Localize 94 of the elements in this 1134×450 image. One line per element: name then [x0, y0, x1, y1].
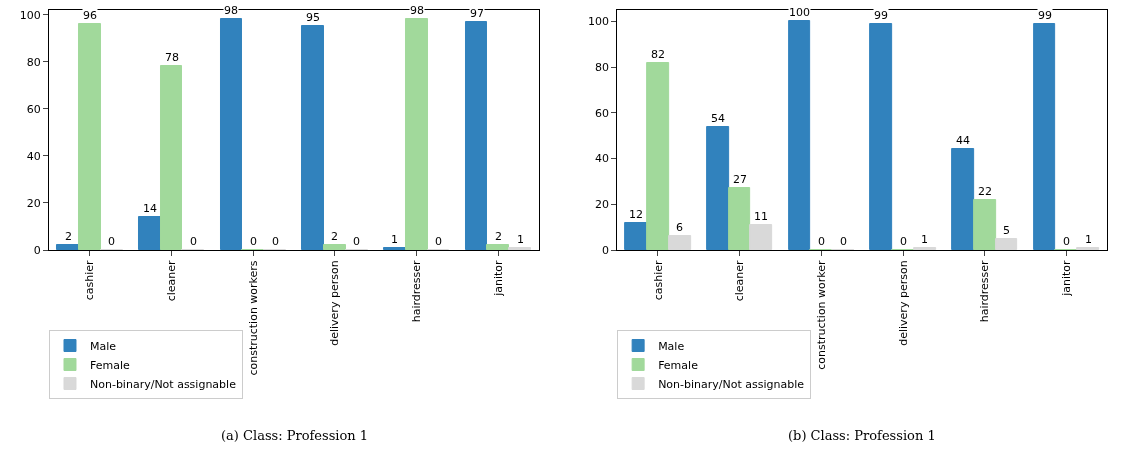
legend-label: Male	[89, 339, 117, 353]
data-label: 98	[224, 4, 238, 17]
data-label: 0	[1063, 235, 1070, 248]
data-label: 1	[391, 233, 398, 246]
bar	[995, 238, 1018, 250]
x-tick-label: delivery person	[896, 260, 910, 346]
data-label: 100	[789, 6, 810, 19]
y-tick-label: 20	[594, 198, 609, 212]
y-tick-label: 100	[587, 15, 609, 29]
bar	[749, 224, 773, 250]
bar	[322, 244, 346, 250]
data-label: 98	[410, 4, 424, 17]
legend-label: Non-binary/Not assignable	[658, 377, 805, 391]
x-tick-label: cleaner	[733, 259, 747, 302]
data-label: 2	[495, 230, 502, 243]
bar	[382, 247, 406, 250]
data-label: 1	[921, 233, 928, 246]
x-tick-label: cashier	[83, 259, 97, 301]
bar	[464, 21, 487, 250]
data-label: 6	[676, 221, 683, 234]
data-label: 2	[65, 230, 72, 243]
y-tick-label: 100	[19, 8, 41, 22]
bar	[728, 187, 751, 250]
bar	[869, 23, 893, 250]
data-label: 99	[1038, 9, 1052, 22]
data-label: 0	[190, 235, 197, 248]
data-label: 14	[143, 202, 157, 215]
legend-label: Female	[658, 358, 699, 372]
data-label: 22	[978, 185, 992, 198]
bar	[55, 244, 79, 250]
x-tick-label: janitor	[1060, 259, 1074, 297]
y-tick-label: 40	[26, 149, 41, 163]
data-label: 0	[250, 235, 257, 248]
bar	[913, 247, 937, 250]
data-label: 0	[435, 235, 442, 248]
legend-label: Female	[89, 358, 130, 372]
bar	[137, 216, 161, 250]
data-label: 1	[517, 233, 524, 246]
data-label: 11	[754, 210, 768, 223]
legend-label: Male	[658, 339, 685, 353]
bar	[77, 23, 101, 250]
y-tick-label: 60	[26, 102, 41, 116]
bar	[219, 18, 242, 250]
y-tick-label: 20	[26, 196, 41, 210]
data-label: 96	[83, 9, 97, 22]
y-tick-label: 0	[601, 243, 609, 257]
bar	[1033, 23, 1056, 250]
data-label: 78	[165, 51, 179, 64]
x-tick-label: cleaner	[165, 259, 179, 302]
data-label: 82	[651, 48, 665, 61]
y-tick-label: 0	[33, 243, 41, 257]
data-label: 2	[331, 230, 338, 243]
bar	[668, 235, 692, 250]
bar	[706, 126, 730, 250]
y-tick-label: 40	[594, 152, 609, 166]
bar	[485, 244, 509, 250]
data-label: 1	[1085, 233, 1092, 246]
bar	[404, 18, 428, 250]
data-label: 95	[306, 11, 320, 24]
data-label: 54	[711, 112, 725, 125]
data-label: 0	[108, 235, 115, 248]
x-tick-label: delivery person	[328, 260, 342, 346]
x-tick-label: janitor	[491, 259, 505, 297]
x-tick-label: construction worker	[814, 259, 828, 370]
data-label: 97	[470, 7, 484, 20]
data-label: 12	[629, 208, 643, 221]
bar	[646, 62, 670, 250]
data-label: 0	[900, 235, 907, 248]
x-tick-label: construction workers	[246, 260, 260, 376]
bar	[951, 148, 975, 250]
data-label: 27	[733, 173, 747, 186]
data-label: 0	[840, 235, 847, 248]
bar	[300, 25, 324, 250]
y-tick-label: 60	[594, 106, 609, 120]
data-label: 0	[272, 235, 279, 248]
bar	[159, 65, 182, 250]
x-tick-label: hairdresser	[410, 259, 424, 323]
legend-label: Non-binary/Not assignable	[89, 377, 237, 391]
y-tick-label: 80	[594, 60, 609, 74]
x-tick-label: hairdresser	[978, 259, 992, 323]
data-label: 99	[874, 9, 888, 22]
bar	[973, 199, 997, 250]
data-label: 44	[956, 134, 970, 147]
data-label: 0	[353, 235, 360, 248]
bar	[1076, 247, 1100, 250]
y-tick-label: 80	[26, 55, 41, 69]
bar	[507, 247, 531, 250]
text: (a) Class: Profession 1	[221, 428, 369, 443]
data-label: 0	[818, 235, 825, 248]
data-label: 5	[1003, 224, 1010, 237]
x-tick-label: cashier	[651, 259, 665, 301]
bar	[788, 20, 811, 250]
bar	[624, 222, 648, 250]
text: (b) Class: Profession 1	[788, 428, 936, 443]
